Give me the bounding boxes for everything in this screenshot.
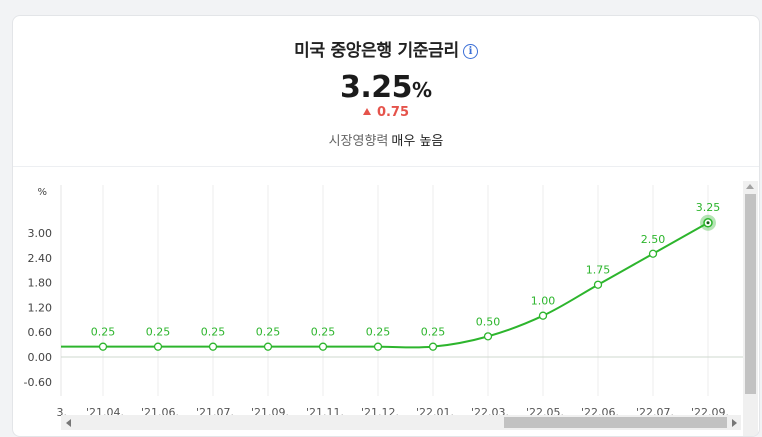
data-point	[593, 280, 603, 289]
data-label: 0.25	[91, 326, 116, 339]
y-tick-label: 1.20	[28, 301, 53, 314]
horizontal-scrollbar[interactable]	[61, 415, 741, 430]
info-icon[interactable]: i	[462, 44, 478, 59]
data-point-center	[706, 221, 710, 225]
y-tick-label: 0.00	[28, 351, 53, 364]
x-tick-label-partial: 3.	[57, 406, 68, 419]
data-point	[538, 311, 548, 320]
y-tick-label: 3.00	[28, 227, 53, 240]
data-label: 0.25	[421, 326, 446, 339]
data-label: 0.25	[256, 326, 281, 339]
up-arrow-icon	[362, 108, 371, 115]
data-point	[153, 342, 163, 351]
data-label: 0.25	[146, 326, 171, 339]
value-number: 3.25	[339, 70, 413, 105]
impact-label: 시장영향력	[328, 134, 389, 149]
y-tick-label: 2.40	[28, 252, 53, 265]
divider	[13, 166, 759, 167]
data-label: 0.25	[311, 326, 336, 339]
scroll-up-icon[interactable]	[746, 184, 754, 189]
data-point	[483, 332, 493, 341]
horizontal-scroll-thumb[interactable]	[504, 417, 727, 428]
impact-level: 매우 높음	[391, 134, 444, 149]
y-tick-label: 0.60	[28, 326, 53, 339]
scroll-left-icon[interactable]	[66, 419, 71, 427]
current-value: 3.25%	[13, 70, 759, 105]
market-impact: 시장영향력 매우 높음	[13, 130, 759, 149]
data-label: 0.25	[366, 326, 391, 339]
y-axis-unit-label: %	[37, 187, 47, 198]
line-chart: % 3.00 2.40 1.80 1.20 0.60 0.00 -0.60 0.25 0.25 0.…	[24, 185, 743, 419]
data-point	[208, 342, 218, 351]
data-label: 1.75	[586, 264, 611, 277]
data-label: 3.25	[696, 201, 721, 214]
y-tick-label: 1.80	[28, 277, 53, 290]
indicator-header: 미국 중앙은행 기준금리 i 3.25% 0.75 시장영향력 매우 높음	[13, 16, 759, 166]
data-point	[428, 342, 438, 351]
indicator-card: 미국 중앙은행 기준금리 i 3.25% 0.75 시장영향력 매우 높음 % 3.0…	[12, 15, 760, 437]
indicator-title: 미국 중앙은행 기준금리	[294, 41, 459, 61]
data-point	[98, 342, 108, 351]
value-unit: %	[411, 78, 433, 102]
chart-area: % 3.00 2.40 1.80 1.20 0.60 0.00 -0.60 0.25 0.25 0.…	[13, 167, 759, 436]
data-label: 2.50	[641, 233, 666, 246]
data-label: 1.00	[531, 295, 556, 308]
data-label: 0.50	[476, 315, 501, 328]
y-tick-label: -0.60	[24, 376, 52, 389]
vertical-scrollbar[interactable]	[743, 181, 758, 436]
data-point	[373, 342, 383, 351]
data-point	[263, 342, 273, 351]
vertical-scroll-thumb[interactable]	[745, 194, 756, 394]
change-row: 0.75	[13, 105, 759, 120]
data-point	[648, 249, 658, 258]
scroll-right-icon[interactable]	[732, 419, 737, 427]
series-line	[102, 221, 709, 349]
data-point	[318, 342, 328, 351]
title-row: 미국 중앙은행 기준금리 i	[13, 36, 759, 61]
data-label: 0.25	[201, 326, 226, 339]
change-value: 0.75	[376, 105, 410, 120]
